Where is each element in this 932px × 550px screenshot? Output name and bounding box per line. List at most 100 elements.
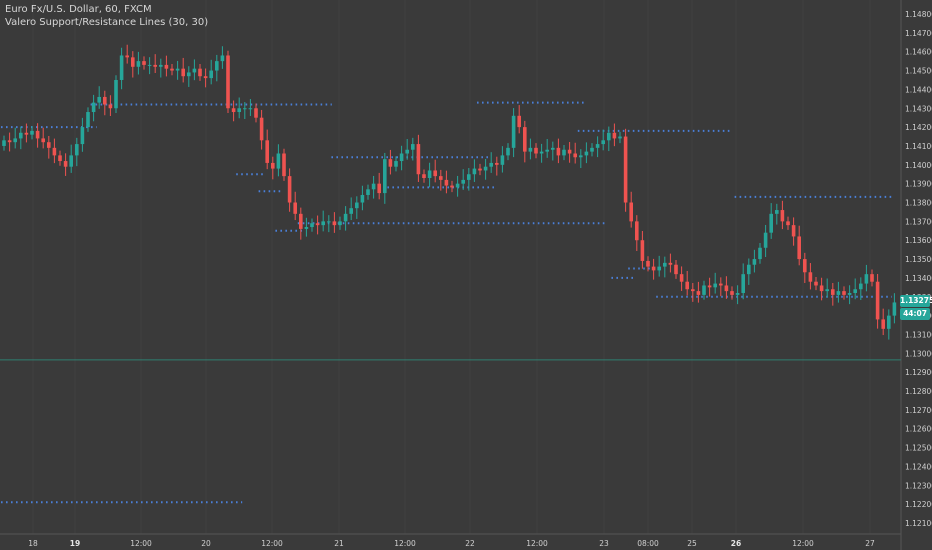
candle-body — [472, 168, 477, 175]
time-tick-label: 08:00 — [637, 539, 659, 548]
price-tick-label: 1.12600 — [905, 425, 932, 434]
bar-countdown-tag: 44:07 — [900, 308, 930, 321]
candle-body — [315, 223, 320, 226]
price-tick-label: 1.14400 — [905, 85, 932, 94]
time-tick-label: 12:00 — [130, 539, 152, 548]
candle-body — [86, 112, 90, 128]
price-tick-label: 1.12200 — [905, 500, 932, 509]
candle-body — [623, 136, 628, 203]
candle-body — [590, 147, 594, 152]
candle-body — [349, 208, 353, 214]
candle-body — [819, 285, 824, 292]
candle-body — [730, 291, 734, 295]
candle-body — [875, 281, 880, 320]
candle-body — [243, 108, 247, 110]
indicator-legend[interactable]: Valero Support/Resistance Lines (30, 30) — [5, 17, 209, 28]
candle-body — [254, 108, 258, 118]
candle-body — [209, 70, 213, 79]
candle-body — [724, 285, 729, 292]
price-tick-label: 1.14300 — [905, 104, 932, 113]
candle-body — [842, 291, 846, 295]
candle-body — [803, 259, 807, 273]
candle-body — [383, 159, 387, 194]
candle-body — [422, 174, 426, 179]
price-tick-label: 1.14500 — [905, 67, 932, 76]
candle-body — [192, 68, 197, 73]
candle-body — [69, 155, 73, 167]
candle-body — [377, 183, 381, 194]
candle-body — [237, 108, 241, 113]
candle-body — [679, 274, 684, 282]
candle-body — [870, 274, 874, 282]
candle-body — [19, 132, 23, 139]
candle-body — [187, 72, 191, 77]
candle-body — [416, 144, 421, 175]
candle-body — [271, 162, 275, 169]
candle-body — [702, 285, 706, 295]
candle-body — [114, 79, 118, 109]
price-tick-label: 1.12300 — [905, 481, 932, 490]
candle-body — [119, 55, 124, 80]
last-price-tag: 1.13275 — [900, 295, 932, 308]
candle-body — [215, 61, 219, 71]
candle-body — [220, 55, 225, 62]
candle-body — [299, 213, 303, 229]
candle-body — [170, 68, 174, 71]
candle-body — [881, 319, 885, 329]
price-tick-label: 1.14600 — [905, 48, 932, 57]
candle-body — [103, 96, 107, 105]
candle-body — [663, 262, 667, 267]
candle-body — [668, 262, 673, 265]
candle-body — [181, 68, 185, 77]
price-axis[interactable]: 1.14800 1.14700 1.14600 1.14500 1.14400 1.143… — [905, 10, 932, 528]
candle-body — [52, 147, 57, 156]
candle-body — [455, 183, 460, 188]
candle-body — [847, 293, 852, 295]
price-tick-label: 1.12500 — [905, 444, 932, 453]
candle-body — [780, 210, 785, 222]
candle-body — [2, 140, 6, 146]
candle-body — [282, 153, 286, 177]
candle-body — [343, 213, 348, 222]
candle-body — [360, 194, 365, 203]
candle-body — [545, 149, 549, 152]
candle-body — [887, 315, 891, 329]
time-tick-label: 12:00 — [261, 539, 283, 548]
candle-body — [366, 189, 370, 195]
candle-body — [226, 55, 230, 109]
candle-body — [483, 166, 488, 171]
candle-body — [696, 291, 701, 295]
price-tick-label: 1.12800 — [905, 387, 932, 396]
candle-body — [618, 136, 622, 139]
candle-body — [411, 144, 415, 150]
candle-body — [584, 151, 589, 156]
candle-body — [551, 147, 555, 150]
candle-body — [13, 138, 17, 143]
candle-body — [175, 68, 180, 71]
chart-title[interactable]: Euro Fx/U.S. Dollar, 60, FXCM — [5, 4, 152, 15]
candle-body — [47, 142, 51, 148]
candle-body — [24, 132, 29, 135]
candle-body — [786, 221, 790, 226]
candle-body — [892, 302, 897, 316]
time-tick-label: 25 — [687, 539, 697, 548]
candlesticks — [2, 44, 897, 340]
time-tick-label: 21 — [334, 539, 344, 548]
price-tick-label: 1.13000 — [905, 349, 932, 358]
price-tick-label: 1.13800 — [905, 199, 932, 208]
candle-body — [539, 151, 544, 154]
price-tick-label: 1.14700 — [905, 29, 932, 38]
candle-body — [405, 149, 409, 154]
candle-body — [203, 76, 208, 79]
candle-body — [528, 147, 533, 152]
time-axis[interactable]: 18 19 12:00 20 12:00 21 12:00 22 12:00 23 08:00 25 2… — [28, 539, 875, 548]
candle-body — [461, 179, 465, 184]
candle-body — [741, 274, 745, 294]
candle-body — [853, 289, 857, 294]
candle-body — [198, 68, 202, 77]
candle-body — [685, 281, 689, 290]
candle-body — [287, 176, 292, 203]
candle-body — [500, 155, 505, 165]
